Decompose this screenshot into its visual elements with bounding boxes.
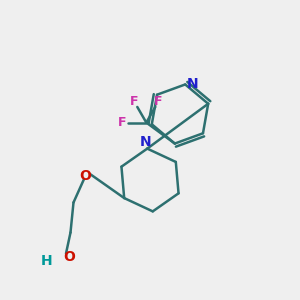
Text: N: N [187, 77, 199, 92]
Text: F: F [117, 116, 126, 129]
Text: O: O [63, 250, 75, 264]
Text: F: F [130, 95, 138, 108]
Text: H: H [41, 254, 52, 268]
Text: F: F [154, 95, 163, 108]
Text: N: N [140, 135, 151, 149]
Text: O: O [80, 169, 92, 182]
